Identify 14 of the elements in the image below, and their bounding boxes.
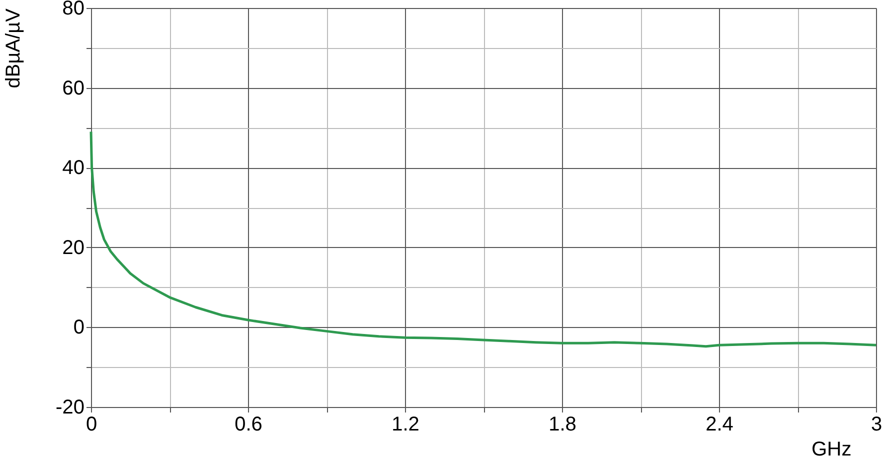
- y-axis-title: dBµA/µV: [2, 8, 24, 88]
- y-tick-label: 0: [73, 316, 84, 339]
- x-tick-label: 3: [870, 414, 882, 436]
- y-tick-label: 40: [62, 157, 84, 180]
- y-tick-label: 60: [62, 77, 84, 100]
- x-tick-label: 2.4: [706, 414, 734, 436]
- y-tick-label: 80: [62, 0, 84, 20]
- y-tick-label: -20: [56, 396, 84, 418]
- x-axis-title: GHz: [812, 438, 852, 457]
- x-tick-label: 1.8: [548, 414, 576, 436]
- x-tick-label: 1.2: [392, 414, 420, 436]
- y-tick-label: 20: [62, 236, 84, 259]
- line-series: [90, 130, 878, 348]
- x-tick-label: 0.6: [234, 414, 262, 436]
